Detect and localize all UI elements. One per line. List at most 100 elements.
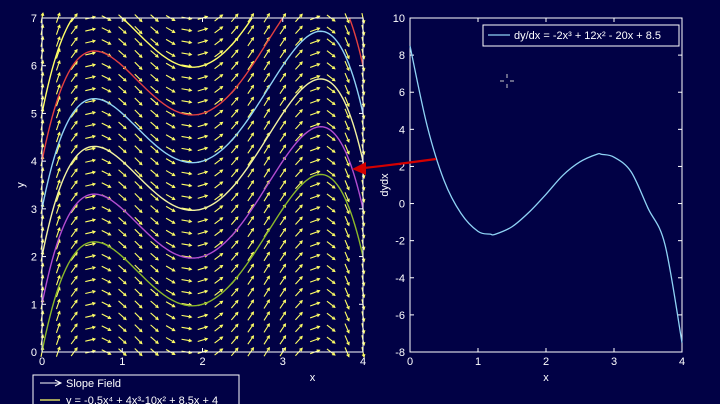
slope-field-arrow bbox=[344, 180, 350, 191]
slope-field-arrow bbox=[230, 240, 239, 249]
slope-field-arrow bbox=[55, 107, 61, 119]
slope-field-arrow bbox=[326, 133, 336, 141]
slope-field-arrow bbox=[344, 37, 350, 48]
legend-entry-solution: y = -0.5x⁴ + 4x³-10x² + 8.5x + 4 bbox=[40, 395, 218, 404]
slope-field-arrow bbox=[197, 39, 209, 44]
slope-field-arrow bbox=[326, 265, 336, 273]
slope-field-arrow bbox=[263, 167, 270, 178]
slope-field-arrow bbox=[214, 26, 224, 34]
slope-field-arrow bbox=[165, 265, 176, 272]
slope-field-arrow bbox=[181, 231, 193, 235]
slope-field-arrow bbox=[70, 48, 78, 59]
slope-field-arrow bbox=[279, 24, 287, 35]
slope-field-arrow bbox=[55, 334, 61, 345]
x-tick-label: 4 bbox=[360, 356, 366, 368]
slope-field-arrow bbox=[295, 37, 303, 46]
slope-field-arrow bbox=[101, 122, 112, 129]
slope-field-arrow bbox=[214, 193, 224, 201]
slope-field-arrow bbox=[247, 311, 255, 321]
slope-field-arrow bbox=[181, 326, 193, 331]
slope-field-arrow bbox=[214, 312, 224, 320]
slope-field-arrow bbox=[101, 229, 112, 236]
slope-field-arrow bbox=[70, 263, 78, 273]
slope-field-arrow bbox=[344, 215, 350, 227]
derivative-legend-label: dy/dx = -2x³ + 12x² - 20x + 8.5 bbox=[514, 30, 661, 42]
slope-field-arrow bbox=[70, 120, 78, 130]
slope-field-arrow bbox=[214, 73, 224, 82]
slope-field-arrow bbox=[263, 108, 270, 118]
slope-field-arrow bbox=[197, 122, 209, 128]
slope-field-arrow bbox=[85, 325, 97, 330]
slope-field-arrow bbox=[295, 168, 303, 178]
slope-field-y-axis-label: y bbox=[15, 182, 27, 188]
slope-field-arrow bbox=[181, 171, 193, 176]
slope-field-arrow bbox=[85, 39, 97, 44]
slope-field-arrow bbox=[344, 84, 350, 96]
slope-field-arrow bbox=[197, 289, 209, 295]
slope-field-arrow bbox=[295, 156, 303, 166]
slope-field-arrow bbox=[279, 120, 287, 130]
slope-field-arrow bbox=[309, 265, 321, 271]
slope-field-arrow bbox=[279, 263, 287, 273]
annotation-arrow-shaft bbox=[363, 157, 437, 170]
slope-field-arrow bbox=[214, 229, 224, 237]
slope-field-arrow bbox=[85, 134, 97, 139]
slope-field-arrow bbox=[247, 72, 255, 83]
slope-field-arrow bbox=[101, 253, 112, 260]
slope-field-arrow bbox=[85, 278, 97, 283]
slope-field-arrow bbox=[247, 168, 255, 178]
slope-field-arrow bbox=[165, 241, 176, 248]
slope-field-arrow bbox=[279, 311, 287, 321]
slope-field-arrow bbox=[247, 36, 255, 47]
slope-field-arrow bbox=[263, 239, 270, 250]
solution-curve bbox=[42, 78, 363, 257]
slope-field-arrow bbox=[214, 109, 224, 117]
slope-field-arrow bbox=[85, 301, 97, 306]
slope-field-arrow bbox=[197, 98, 209, 104]
slope-field-arrow bbox=[70, 144, 78, 154]
slope-field-arrow bbox=[118, 50, 127, 58]
slope-field-arrow bbox=[134, 109, 143, 118]
slope-field-arrow bbox=[85, 230, 97, 235]
slope-field-arrow bbox=[214, 288, 224, 296]
slope-field-arrow bbox=[181, 147, 193, 152]
slope-field-arrow bbox=[101, 110, 112, 117]
slope-field-arrow bbox=[134, 97, 143, 106]
slope-field-arrow bbox=[326, 288, 336, 297]
slope-field-arrow bbox=[247, 48, 255, 59]
slope-field-arrow bbox=[70, 36, 78, 47]
x-tick-label: 0 bbox=[407, 356, 413, 368]
slope-field-arrow bbox=[344, 156, 350, 167]
slope-field-arrow bbox=[85, 27, 97, 32]
slope-field-arrow bbox=[70, 84, 78, 94]
slope-field-arrow bbox=[309, 27, 321, 33]
slope-field-arrow bbox=[263, 323, 270, 333]
slope-field-arrow bbox=[279, 215, 287, 226]
slope-field-arrow bbox=[85, 170, 97, 175]
slope-field-arrow bbox=[295, 311, 303, 321]
slope-field-arrow bbox=[118, 169, 127, 178]
slope-field-arrow bbox=[134, 37, 143, 47]
slope-field-arrow bbox=[295, 275, 303, 285]
slope-field-arrow bbox=[181, 52, 193, 57]
y-tick-label: 4 bbox=[31, 156, 37, 168]
slope-field-arrow bbox=[181, 88, 193, 92]
slope-field-arrow bbox=[279, 168, 287, 178]
slope-field-arrow bbox=[165, 158, 176, 165]
slope-field-arrow bbox=[263, 275, 270, 285]
slope-field-arrow bbox=[165, 74, 176, 81]
slope-field-arrow bbox=[150, 145, 159, 154]
slope-field-arrow bbox=[214, 121, 224, 129]
slope-field-arrow bbox=[150, 312, 159, 321]
y-tick-label: 10 bbox=[393, 13, 405, 25]
slope-field-arrow bbox=[181, 338, 193, 343]
slope-field-arrow bbox=[70, 275, 78, 285]
slope-field-arrow bbox=[344, 120, 350, 131]
slope-field-arrow bbox=[181, 183, 193, 188]
slope-field-arrow bbox=[309, 63, 321, 68]
slope-field-arrow bbox=[85, 63, 97, 68]
slope-field-arrow bbox=[181, 243, 193, 247]
slope-field-arrow bbox=[134, 145, 143, 154]
slope-field-arrow bbox=[326, 217, 336, 225]
y-tick-label: 0 bbox=[31, 347, 37, 359]
